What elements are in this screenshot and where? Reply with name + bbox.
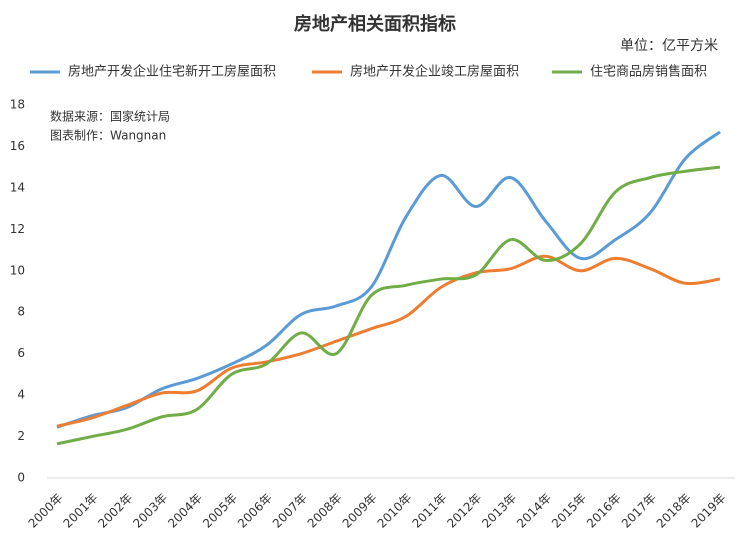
y-tick-label: 4 xyxy=(17,388,25,402)
x-tick-label: 2014年 xyxy=(514,491,554,531)
x-tick-label: 2005年 xyxy=(200,491,240,531)
y-tick-label: 14 xyxy=(10,180,25,194)
y-tick-label: 8 xyxy=(17,305,25,319)
x-tick-label: 2016年 xyxy=(584,491,624,531)
y-tick-label: 0 xyxy=(17,471,25,485)
x-tick-label: 2007年 xyxy=(270,491,310,531)
x-tick-label: 2009年 xyxy=(340,491,380,531)
series-line xyxy=(56,130,721,429)
x-tick-label: 2010年 xyxy=(375,491,415,531)
x-tick-label: 2000年 xyxy=(26,491,66,531)
x-tick-label: 2004年 xyxy=(165,491,205,531)
y-tick-label: 10 xyxy=(10,263,25,277)
chart-title: 房地产相关面积指标 xyxy=(294,13,456,35)
x-tick-label: 2019年 xyxy=(689,491,729,531)
legend-label: 住宅商品房销售面积 xyxy=(590,64,707,80)
x-tick-label: 2001年 xyxy=(61,491,101,531)
unit-label: 单位：亿平方米 xyxy=(620,38,718,54)
legend-label: 房地产开发企业住宅新开工房屋面积 xyxy=(68,64,276,80)
y-tick-label: 18 xyxy=(10,98,25,112)
series-line xyxy=(56,254,721,428)
x-tick-label: 2011年 xyxy=(409,491,449,531)
y-tick-label: 12 xyxy=(10,222,25,236)
y-tick-label: 6 xyxy=(17,346,25,360)
x-tick-label: 2017年 xyxy=(619,491,659,531)
series-line xyxy=(56,165,721,446)
note: 图表制作：Wangnan xyxy=(50,129,166,143)
x-tick-label: 2012年 xyxy=(444,491,484,531)
y-tick-label: 16 xyxy=(10,139,25,153)
x-tick-label: 2008年 xyxy=(305,491,345,531)
legend-label: 房地产开发企业竣工房屋面积 xyxy=(350,64,519,80)
x-tick-label: 2002年 xyxy=(95,491,135,531)
y-tick-label: 2 xyxy=(17,429,25,443)
x-tick-label: 2013年 xyxy=(479,491,519,531)
x-tick-label: 2003年 xyxy=(130,491,170,531)
x-tick-label: 2015年 xyxy=(549,491,589,531)
x-tick-label: 2006年 xyxy=(235,491,275,531)
note: 数据来源：国家统计局 xyxy=(50,109,170,124)
x-tick-label: 2018年 xyxy=(654,491,694,531)
